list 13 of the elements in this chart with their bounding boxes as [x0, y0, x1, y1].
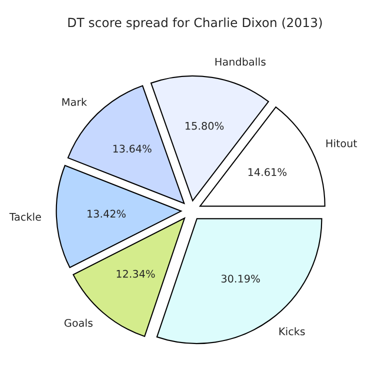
data-label: 13.42%	[88, 210, 126, 218]
chart-title: DT score spread for Charlie Dixon (2013)	[68, 18, 322, 30]
slice-label: Kicks	[279, 327, 305, 336]
slice-label: Hitout	[326, 139, 357, 148]
slice-label: Goals	[64, 318, 93, 327]
data-label: 12.34%	[116, 270, 155, 278]
slice-label: Mark	[62, 98, 87, 106]
slice-label: Tackle	[9, 212, 41, 221]
data-label: 13.64%	[113, 144, 152, 153]
data-label: 30.19%	[222, 274, 260, 283]
slice-label: Handballs	[215, 58, 266, 66]
data-label: 14.61%	[248, 168, 286, 176]
data-label: 15.80%	[186, 122, 224, 130]
